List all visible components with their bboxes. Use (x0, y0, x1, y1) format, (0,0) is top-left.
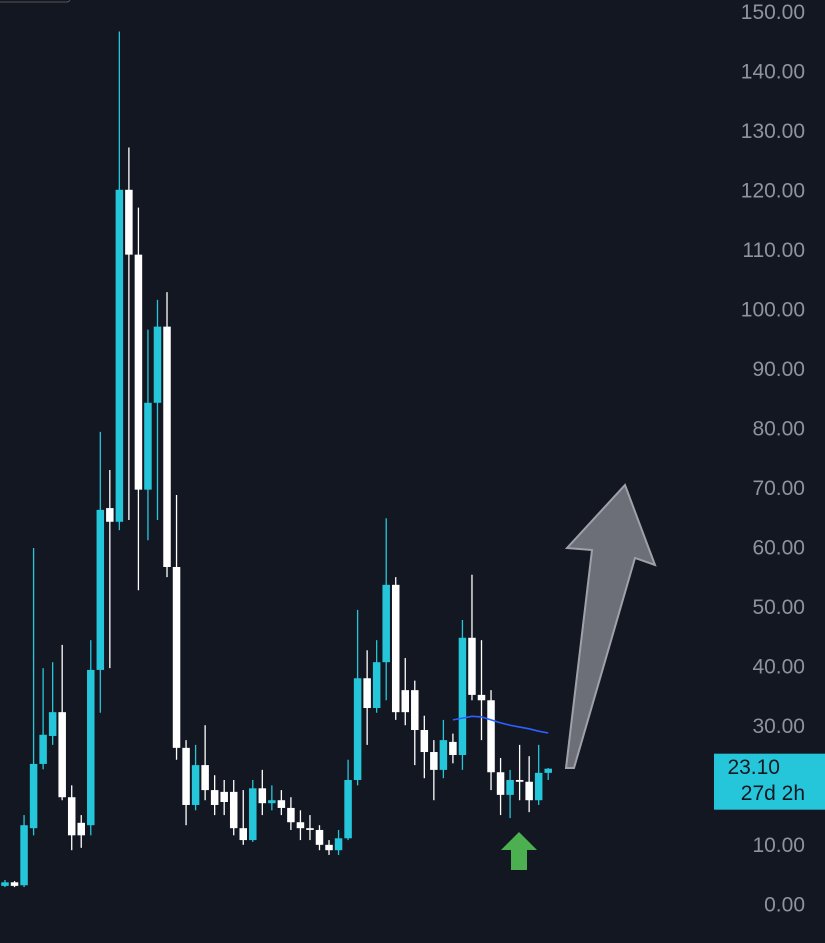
candle-body (353, 678, 362, 780)
candle-body (239, 828, 247, 841)
y-tick-label: 150.00 (741, 1, 805, 24)
candle-body (77, 822, 85, 836)
y-tick-label: 140.00 (741, 61, 805, 84)
candle-body (401, 690, 410, 713)
candle-body (506, 779, 514, 795)
y-tick-label: 120.00 (741, 180, 805, 203)
y-tick-label: 90.00 (752, 358, 805, 381)
candle-body (29, 763, 38, 829)
candle-body (258, 788, 267, 804)
candle-body (144, 402, 152, 490)
candle-body (229, 791, 238, 829)
candle-body (363, 678, 371, 708)
candle-body (172, 566, 181, 748)
candle-body (220, 791, 228, 802)
candle-body (296, 822, 305, 829)
candle-body (325, 844, 333, 851)
candle-body (106, 508, 114, 522)
candle-body (153, 326, 162, 403)
candle-body (534, 772, 543, 801)
candle-body (134, 254, 143, 490)
up-arrow-annotation (564, 483, 657, 769)
y-tick-label: 110.00 (742, 239, 805, 262)
candle-body (20, 825, 28, 886)
candle-body (191, 765, 200, 805)
candles (1, 31, 552, 888)
candle-body (344, 779, 352, 839)
y-tick-label: 50.00 (752, 596, 805, 619)
candle-body (249, 788, 257, 841)
green-arrow-annotation (501, 832, 537, 870)
candle-body (449, 741, 457, 755)
bar-countdown: 27d 2h (741, 782, 805, 805)
candle-body (163, 326, 171, 567)
candle-body (372, 662, 381, 708)
candle-body (10, 882, 19, 886)
candle-body (48, 712, 57, 736)
y-tick-label: 130.00 (741, 120, 805, 143)
candle-body (277, 800, 286, 808)
candle-body (439, 740, 448, 770)
candle-body (411, 690, 419, 731)
candle-body (544, 768, 552, 773)
candle-body (315, 829, 324, 845)
candle-body (115, 189, 124, 522)
last-price-tag (714, 753, 825, 810)
y-tick-label: 40.00 (752, 656, 805, 679)
candle-body (210, 790, 219, 805)
y-tick-label: 60.00 (752, 537, 805, 560)
candle-body (496, 772, 505, 795)
candle-body (334, 838, 343, 851)
candle-body (67, 797, 76, 836)
candle-body (477, 694, 486, 701)
moving-average-line (452, 715, 549, 734)
candle-body (58, 712, 66, 798)
candle-body (525, 781, 533, 801)
candle-body (39, 734, 47, 764)
candle-body (96, 509, 105, 670)
candle-body (515, 779, 524, 782)
candle-body (382, 584, 390, 663)
y-tick-label: 30.00 (752, 715, 805, 738)
candle-body (391, 584, 400, 713)
candle-body (182, 747, 190, 805)
candle-body (468, 637, 476, 695)
toolbar-fragment (0, 0, 71, 3)
y-tick-label: 0.00 (764, 894, 805, 917)
candle-body (430, 752, 438, 770)
y-tick-label: 70.00 (752, 477, 805, 500)
candle-body (487, 700, 495, 773)
candle-body (458, 637, 467, 755)
candle-body (287, 807, 295, 823)
candle-body (268, 800, 276, 804)
candle-body (87, 669, 95, 826)
price-axis: 0.0010.0020.0030.0040.0050.0060.0070.008… (714, 1, 825, 917)
candle-body (420, 730, 429, 753)
last-price-label: 23.10 (727, 756, 780, 779)
y-tick-label: 10.00 (752, 834, 805, 857)
candle-body (306, 828, 314, 830)
candle-body (1, 882, 9, 886)
y-tick-label: 100.00 (741, 299, 805, 322)
y-tick-label: 80.00 (752, 418, 805, 441)
candle-body (125, 189, 133, 255)
candle-body (201, 765, 209, 791)
